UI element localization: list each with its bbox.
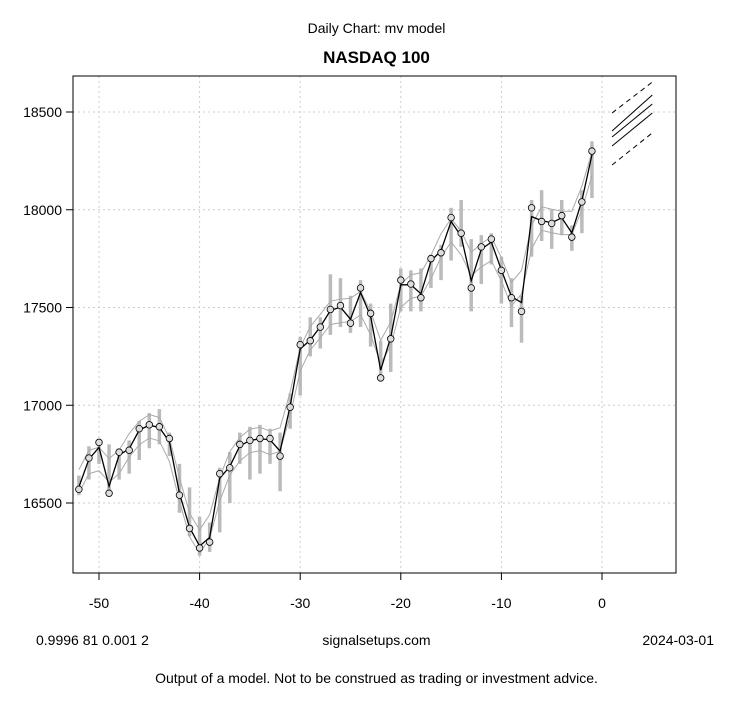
close-point — [216, 469, 224, 478]
x-tick-label: -30 — [290, 595, 310, 611]
close-point — [588, 147, 596, 155]
forecast-line-dashed — [611, 132, 653, 166]
close-point — [105, 489, 113, 497]
close-point — [286, 403, 294, 411]
plot-frame — [72, 75, 677, 574]
close-point — [457, 229, 465, 237]
band-line — [78, 175, 593, 555]
x-tick-label: 0 — [598, 595, 606, 611]
close-point — [115, 448, 123, 456]
y-tick-label: 17000 — [23, 397, 62, 413]
disclaimer: Output of a model. Not to be construed a… — [155, 670, 598, 686]
close-point — [326, 305, 335, 314]
x-tick-label: -40 — [189, 595, 209, 611]
close-point — [467, 284, 475, 292]
close-point — [507, 294, 516, 302]
close-point — [145, 421, 153, 429]
close-point — [85, 454, 93, 462]
close-point — [246, 436, 254, 445]
close-point — [226, 464, 234, 472]
close-point — [306, 337, 314, 345]
x-tick-label: -50 — [89, 595, 109, 611]
close-point — [175, 491, 184, 499]
chart-subtitle: Daily Chart: mv model — [307, 20, 446, 36]
close-point — [125, 446, 133, 454]
chart-title: NASDAQ 100 — [323, 48, 430, 67]
close-point — [537, 217, 546, 226]
close-point — [356, 284, 365, 292]
close-point — [397, 276, 405, 284]
x-tick-label: -10 — [491, 595, 511, 611]
close-point — [366, 309, 375, 318]
y-tick-label: 18000 — [23, 202, 62, 218]
close-point — [387, 335, 395, 343]
close-point — [336, 301, 345, 310]
close-point — [477, 243, 485, 251]
close-point — [195, 544, 204, 552]
model-params: 0.9996 81 0.001 2 — [36, 632, 149, 648]
close-point — [437, 249, 445, 257]
close-point — [427, 254, 435, 263]
forecast-line-solid — [611, 94, 653, 132]
close-point — [417, 294, 425, 302]
close-point — [407, 280, 415, 288]
chart-date: 2024-03-01 — [642, 632, 714, 648]
close-point — [346, 319, 355, 327]
band-line — [78, 151, 593, 531]
close-point — [578, 198, 586, 206]
close-point — [558, 211, 566, 220]
close-point — [447, 213, 455, 222]
close-point — [316, 323, 325, 331]
close-point — [185, 524, 194, 533]
y-tick-label: 17500 — [23, 300, 62, 316]
close-point — [527, 204, 536, 212]
x-tick-label: -20 — [391, 595, 411, 611]
close-point — [276, 452, 284, 460]
forecast-line-solid — [611, 112, 653, 147]
close-point — [266, 434, 274, 443]
close-point — [135, 425, 143, 433]
close-point — [497, 266, 506, 275]
y-tick-label: 18500 — [23, 104, 62, 120]
close-point — [296, 340, 304, 349]
close-point — [236, 440, 244, 449]
source-label: signalsetups.com — [322, 632, 431, 648]
close-point — [487, 235, 496, 243]
close-point — [165, 434, 174, 443]
close-point — [95, 438, 103, 447]
close-point — [568, 233, 576, 241]
close-point — [517, 307, 526, 316]
close-point — [75, 485, 83, 494]
close-point — [205, 538, 214, 546]
close-point — [155, 423, 164, 431]
close-point — [548, 219, 556, 228]
close-point — [376, 374, 385, 382]
close-point — [256, 434, 264, 443]
model-line — [78, 154, 593, 548]
y-tick-label: 16500 — [23, 495, 62, 511]
forecast-line-solid — [611, 103, 653, 138]
